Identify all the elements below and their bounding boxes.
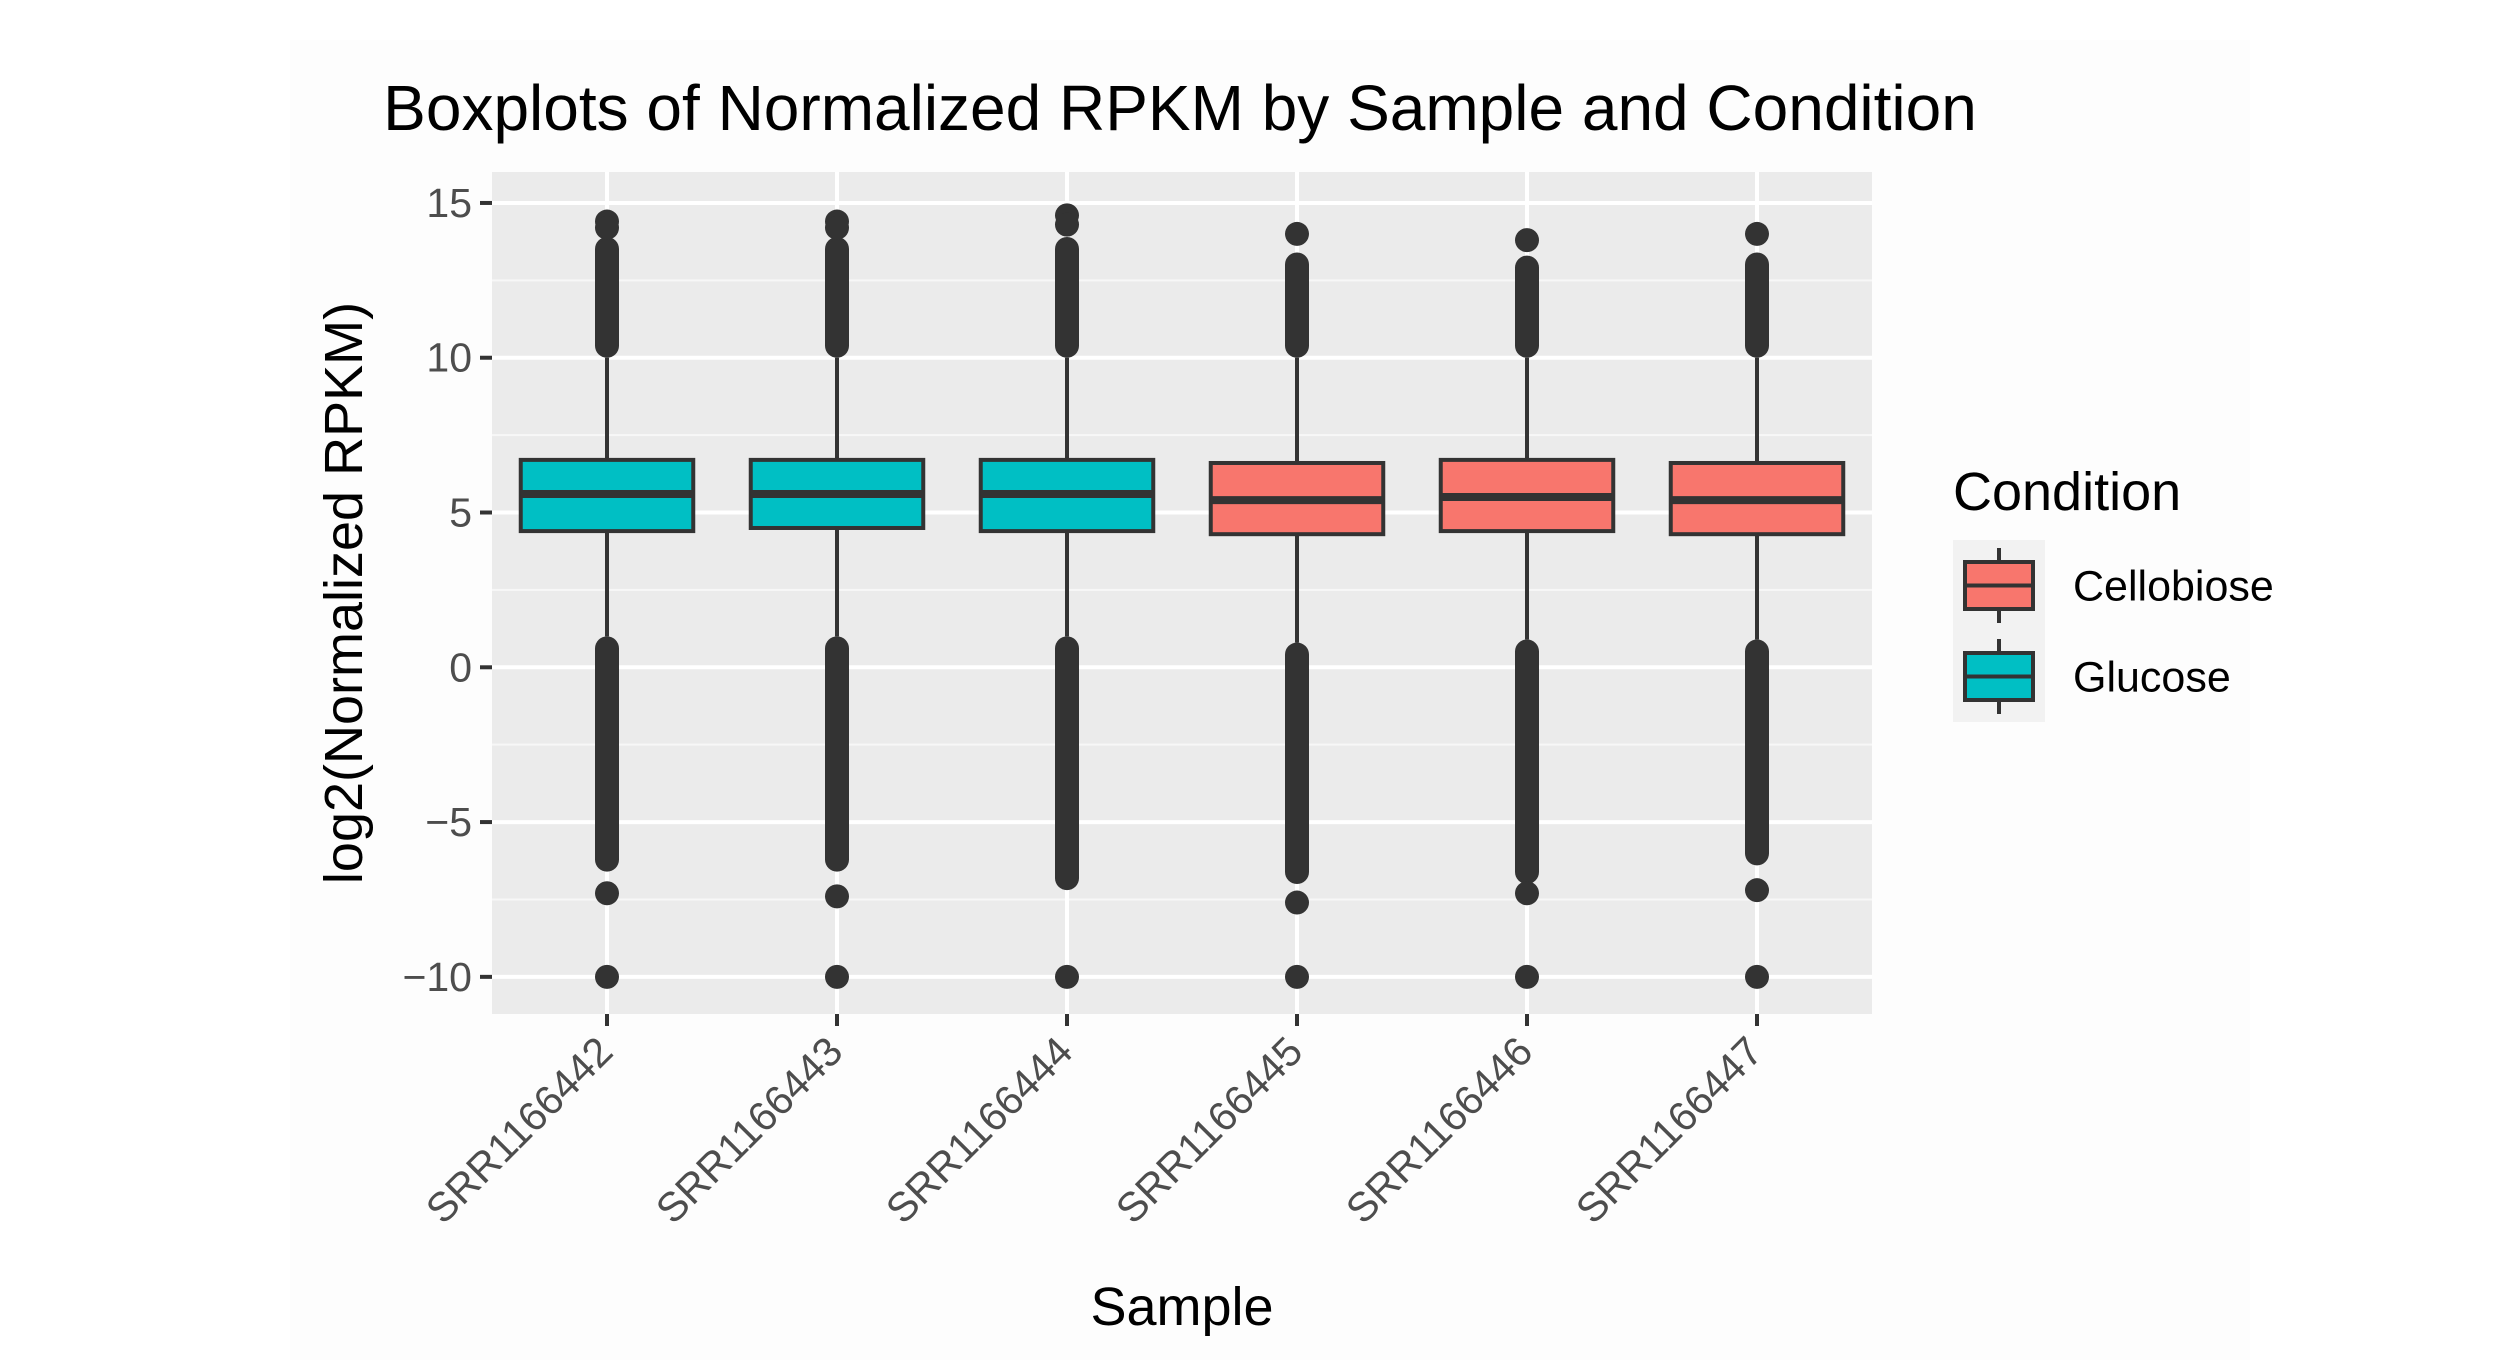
outlier-cluster-low — [1515, 639, 1539, 884]
y-tick-label: −5 — [425, 799, 472, 845]
outlier-point — [595, 215, 619, 240]
outlier-point — [825, 215, 849, 240]
outlier-point — [825, 964, 849, 989]
boxplots — [518, 203, 1846, 989]
outlier-cluster-low — [825, 636, 849, 872]
outlier-cluster-low — [1745, 639, 1769, 866]
outlier-cluster-high — [595, 237, 619, 358]
y-tick-label: 0 — [449, 644, 472, 690]
outlier-point — [1515, 881, 1539, 906]
chart-title: Boxplots of Normalized RPKM by Sample an… — [383, 72, 1977, 144]
outlier-cluster-high — [1055, 237, 1079, 358]
outlier-cluster-high — [1285, 252, 1309, 358]
outlier-point — [595, 964, 619, 989]
outlier-point — [1055, 212, 1079, 237]
outlier-point — [1285, 890, 1309, 915]
outlier-point — [1055, 964, 1079, 989]
outlier-cluster-high — [825, 237, 849, 358]
legend-label: Glucose — [2073, 654, 2231, 702]
y-tick-label: −10 — [402, 954, 472, 1000]
outlier-cluster-low — [1055, 636, 1079, 891]
legend: Condition Cellobiose Glucose — [1953, 462, 2274, 722]
y-tick-label: 15 — [426, 180, 472, 226]
legend-label: Cellobiose — [2073, 563, 2274, 611]
boxplot-SRR1166444 — [978, 203, 1156, 989]
boxplot-SRR1166443 — [748, 209, 926, 989]
boxplot-SRR1166446 — [1438, 228, 1616, 989]
outlier-cluster-high — [1745, 252, 1769, 358]
outlier-point — [1745, 964, 1769, 989]
outlier-point — [1515, 964, 1539, 989]
outlier-point — [1515, 228, 1539, 253]
plot-panel — [492, 172, 1872, 1014]
outlier-cluster-high — [1515, 255, 1539, 358]
outlier-point — [1285, 221, 1309, 246]
outlier-point — [1745, 221, 1769, 246]
x-axis-title: Sample — [1090, 1277, 1273, 1337]
legend-item-cellobiose: Cellobiose — [1963, 548, 2274, 623]
outlier-point — [825, 884, 849, 909]
y-tick-label: 10 — [426, 335, 472, 381]
outlier-point — [595, 881, 619, 906]
legend-title: Condition — [1953, 462, 2181, 522]
outlier-cluster-low — [595, 636, 619, 872]
boxplot-SRR1166447 — [1668, 221, 1846, 989]
boxplot-SRR1166442 — [518, 209, 696, 989]
boxplot-SRR1166445 — [1208, 221, 1386, 989]
outlier-point — [1745, 878, 1769, 903]
outlier-point — [1285, 964, 1309, 989]
y-axis-title: log2(Normalized RPKM) — [314, 302, 374, 884]
outlier-cluster-low — [1285, 642, 1309, 884]
legend-item-glucose: Glucose — [1963, 639, 2231, 714]
y-tick-label: 5 — [449, 490, 472, 536]
